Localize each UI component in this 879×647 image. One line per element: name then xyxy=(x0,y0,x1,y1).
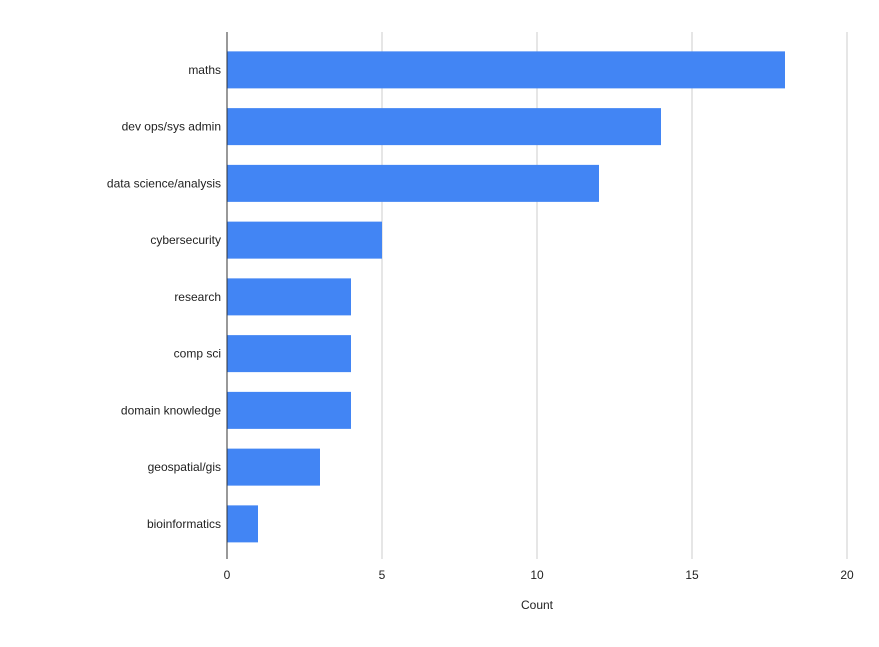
x-tick-label: 0 xyxy=(224,568,231,582)
y-category-label: geospatial/gis xyxy=(148,460,221,474)
x-tick-label: 10 xyxy=(530,568,544,582)
y-category-label: bioinformatics xyxy=(147,517,221,531)
y-category-label: cybersecurity xyxy=(150,233,221,247)
bar xyxy=(227,448,320,486)
bar xyxy=(227,278,351,316)
bar xyxy=(227,221,382,259)
bar xyxy=(227,51,785,89)
x-tick-label: 20 xyxy=(840,568,854,582)
y-category-label: comp sci xyxy=(174,347,221,361)
bar xyxy=(227,391,351,429)
x-tick-label: 15 xyxy=(685,568,699,582)
y-category-label: data science/analysis xyxy=(107,176,221,190)
x-axis-title: Count xyxy=(521,598,554,612)
bar xyxy=(227,164,599,202)
y-category-label: maths xyxy=(188,63,221,77)
bars xyxy=(227,51,785,543)
x-tick-label: 5 xyxy=(379,568,386,582)
bar xyxy=(227,108,661,146)
y-category-label: dev ops/sys admin xyxy=(122,120,221,134)
y-category-label: domain knowledge xyxy=(121,403,221,417)
bar xyxy=(227,505,258,543)
y-category-label: research xyxy=(174,290,221,304)
bar xyxy=(227,335,351,373)
axes: 0 5 10 15 20 maths dev ops/sys admin data scien… xyxy=(107,32,854,582)
